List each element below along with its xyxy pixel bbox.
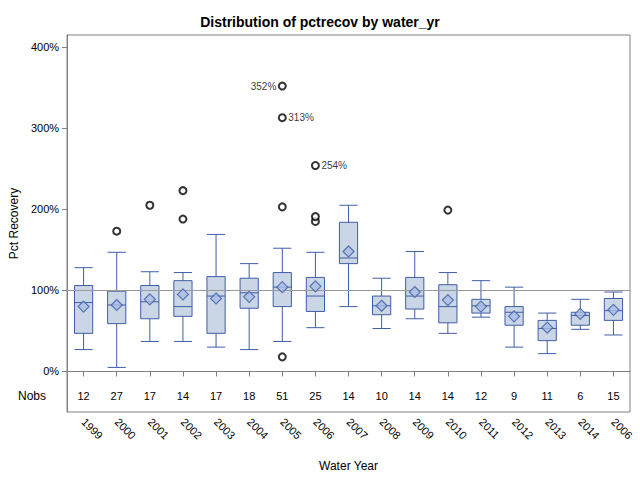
svg-text:12: 12 [77,390,89,402]
svg-text:9: 9 [511,390,517,402]
svg-text:25: 25 [309,390,321,402]
svg-text:100%: 100% [31,284,59,296]
svg-text:352%: 352% [251,81,277,92]
svg-text:14: 14 [342,390,354,402]
svg-text:2008: 2008 [377,416,403,442]
svg-text:2006: 2006 [311,416,337,442]
svg-text:27: 27 [111,390,123,402]
svg-text:6: 6 [577,390,583,402]
svg-text:Distribution of pctrecov by wa: Distribution of pctrecov by water_yr [200,14,440,30]
svg-text:17: 17 [144,390,156,402]
svg-text:14: 14 [442,390,454,402]
svg-text:2006: 2006 [609,416,635,442]
svg-text:400%: 400% [31,41,59,53]
svg-text:2005: 2005 [278,416,304,442]
svg-text:Pct Recovery: Pct Recovery [7,188,21,259]
svg-text:2013: 2013 [543,416,569,442]
svg-text:11: 11 [541,390,552,402]
svg-text:2002: 2002 [179,416,205,442]
svg-text:2011: 2011 [477,416,502,441]
svg-text:200%: 200% [31,203,59,215]
svg-text:2012: 2012 [510,416,536,442]
svg-text:2009: 2009 [411,416,437,442]
svg-text:17: 17 [210,390,222,402]
svg-text:12: 12 [475,390,487,402]
svg-text:300%: 300% [31,122,59,134]
svg-text:313%: 313% [288,112,314,123]
svg-text:15: 15 [607,390,619,402]
svg-text:1999: 1999 [79,416,105,442]
svg-text:2010: 2010 [444,416,470,442]
svg-text:18: 18 [243,390,255,402]
svg-text:2000: 2000 [112,416,138,442]
svg-text:14: 14 [409,390,421,402]
svg-text:14: 14 [177,390,189,402]
svg-text:10: 10 [376,390,388,402]
svg-text:2007: 2007 [344,416,370,442]
svg-text:0%: 0% [43,365,59,377]
svg-text:2001: 2001 [146,416,172,442]
svg-text:254%: 254% [321,160,347,171]
svg-text:2014: 2014 [576,416,602,442]
svg-text:Nobs: Nobs [18,389,46,403]
svg-text:2003: 2003 [212,416,238,442]
svg-text:2004: 2004 [245,416,271,442]
svg-text:Water Year: Water Year [319,459,378,473]
svg-text:51: 51 [276,390,288,402]
